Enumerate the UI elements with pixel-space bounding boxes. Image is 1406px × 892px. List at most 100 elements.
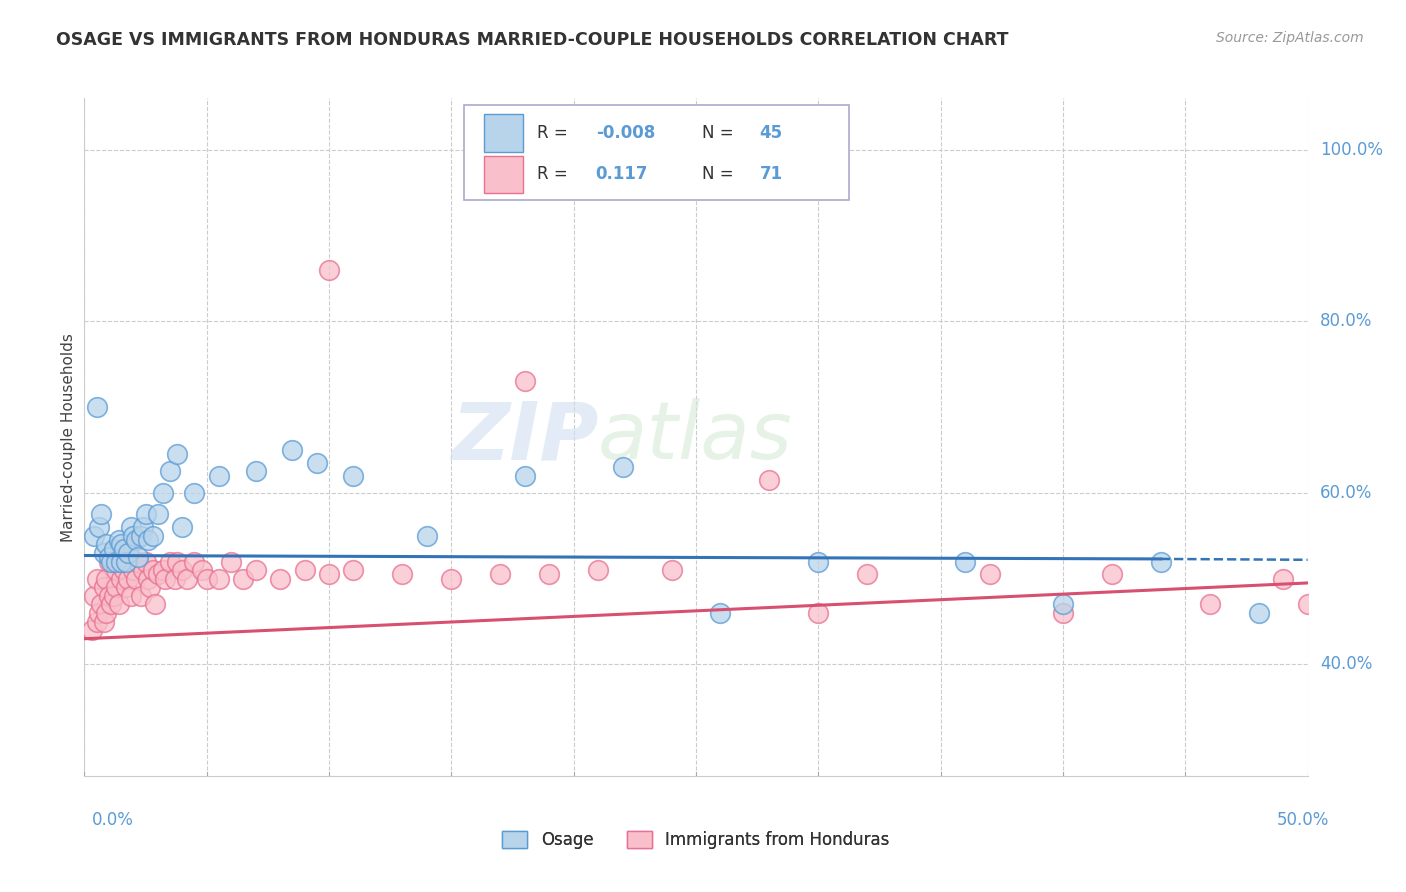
Point — [93, 580, 115, 594]
Text: 40.0%: 40.0% — [1320, 656, 1372, 673]
Point — [318, 567, 340, 582]
Point — [245, 563, 267, 577]
Point — [139, 580, 162, 594]
Point — [305, 456, 328, 470]
Point — [166, 554, 188, 568]
Point — [110, 537, 132, 551]
Point — [269, 572, 291, 586]
Point — [103, 541, 125, 556]
Point — [219, 554, 242, 568]
Point — [172, 563, 194, 577]
Point — [1052, 606, 1074, 620]
Point — [159, 554, 181, 568]
Point — [122, 563, 145, 577]
Point — [391, 567, 413, 582]
Point — [86, 400, 108, 414]
Point — [117, 546, 139, 560]
Point — [807, 554, 830, 568]
Point — [105, 554, 128, 568]
Point — [159, 464, 181, 478]
Y-axis label: Married-couple Households: Married-couple Households — [60, 333, 76, 541]
Point — [80, 623, 103, 637]
Point — [245, 464, 267, 478]
Point — [112, 563, 135, 577]
Text: R =: R = — [537, 165, 574, 184]
Legend: Osage, Immigrants from Honduras: Osage, Immigrants from Honduras — [496, 824, 896, 855]
Text: atlas: atlas — [598, 398, 793, 476]
Point — [100, 554, 122, 568]
Point — [105, 563, 128, 577]
Bar — [484, 156, 523, 193]
Point — [142, 529, 165, 543]
Point — [96, 606, 118, 620]
Point — [661, 563, 683, 577]
Point — [115, 554, 138, 568]
Point — [120, 520, 142, 534]
Point — [1101, 567, 1123, 582]
Point — [136, 572, 159, 586]
Point — [166, 447, 188, 461]
Point — [183, 486, 205, 500]
Point — [709, 606, 731, 620]
Point — [117, 572, 139, 586]
Point — [318, 262, 340, 277]
Point — [125, 572, 148, 586]
Point — [538, 567, 561, 582]
Point — [440, 572, 463, 586]
Point — [342, 468, 364, 483]
Text: ZIP: ZIP — [451, 398, 598, 476]
Point — [90, 508, 112, 522]
Point — [513, 374, 536, 388]
Point — [103, 554, 125, 568]
Text: 0.117: 0.117 — [596, 165, 648, 184]
Point — [129, 529, 152, 543]
Point — [110, 554, 132, 568]
Point — [142, 563, 165, 577]
Point — [110, 546, 132, 560]
Text: 0.0%: 0.0% — [91, 811, 134, 829]
Point — [489, 567, 512, 582]
Point — [115, 580, 138, 594]
Point — [97, 589, 120, 603]
Text: N =: N = — [702, 165, 740, 184]
Point — [143, 598, 166, 612]
Point — [105, 580, 128, 594]
Point — [110, 572, 132, 586]
Point — [93, 615, 115, 629]
Point — [136, 533, 159, 547]
Point — [135, 508, 157, 522]
Point — [1052, 598, 1074, 612]
Point — [294, 563, 316, 577]
Bar — [484, 114, 523, 152]
Point — [758, 473, 780, 487]
Text: Source: ZipAtlas.com: Source: ZipAtlas.com — [1216, 31, 1364, 45]
Point — [146, 567, 169, 582]
Point — [856, 567, 879, 582]
Point — [107, 533, 129, 547]
Point — [195, 572, 218, 586]
Point — [1247, 606, 1270, 620]
Point — [93, 546, 115, 560]
Point — [208, 468, 231, 483]
Point — [96, 537, 118, 551]
Point — [132, 520, 155, 534]
Point — [191, 563, 214, 577]
FancyBboxPatch shape — [464, 105, 849, 200]
Point — [416, 529, 439, 543]
Point — [117, 554, 139, 568]
Point — [96, 572, 118, 586]
Point — [1150, 554, 1173, 568]
Point — [83, 529, 105, 543]
Point — [122, 529, 145, 543]
Point — [132, 563, 155, 577]
Point — [97, 550, 120, 565]
Point — [86, 572, 108, 586]
Point — [127, 554, 149, 568]
Text: N =: N = — [702, 124, 740, 142]
Text: 60.0%: 60.0% — [1320, 483, 1372, 502]
Point — [342, 563, 364, 577]
Point — [513, 468, 536, 483]
Point — [107, 598, 129, 612]
Point — [146, 508, 169, 522]
Point — [1296, 598, 1319, 612]
